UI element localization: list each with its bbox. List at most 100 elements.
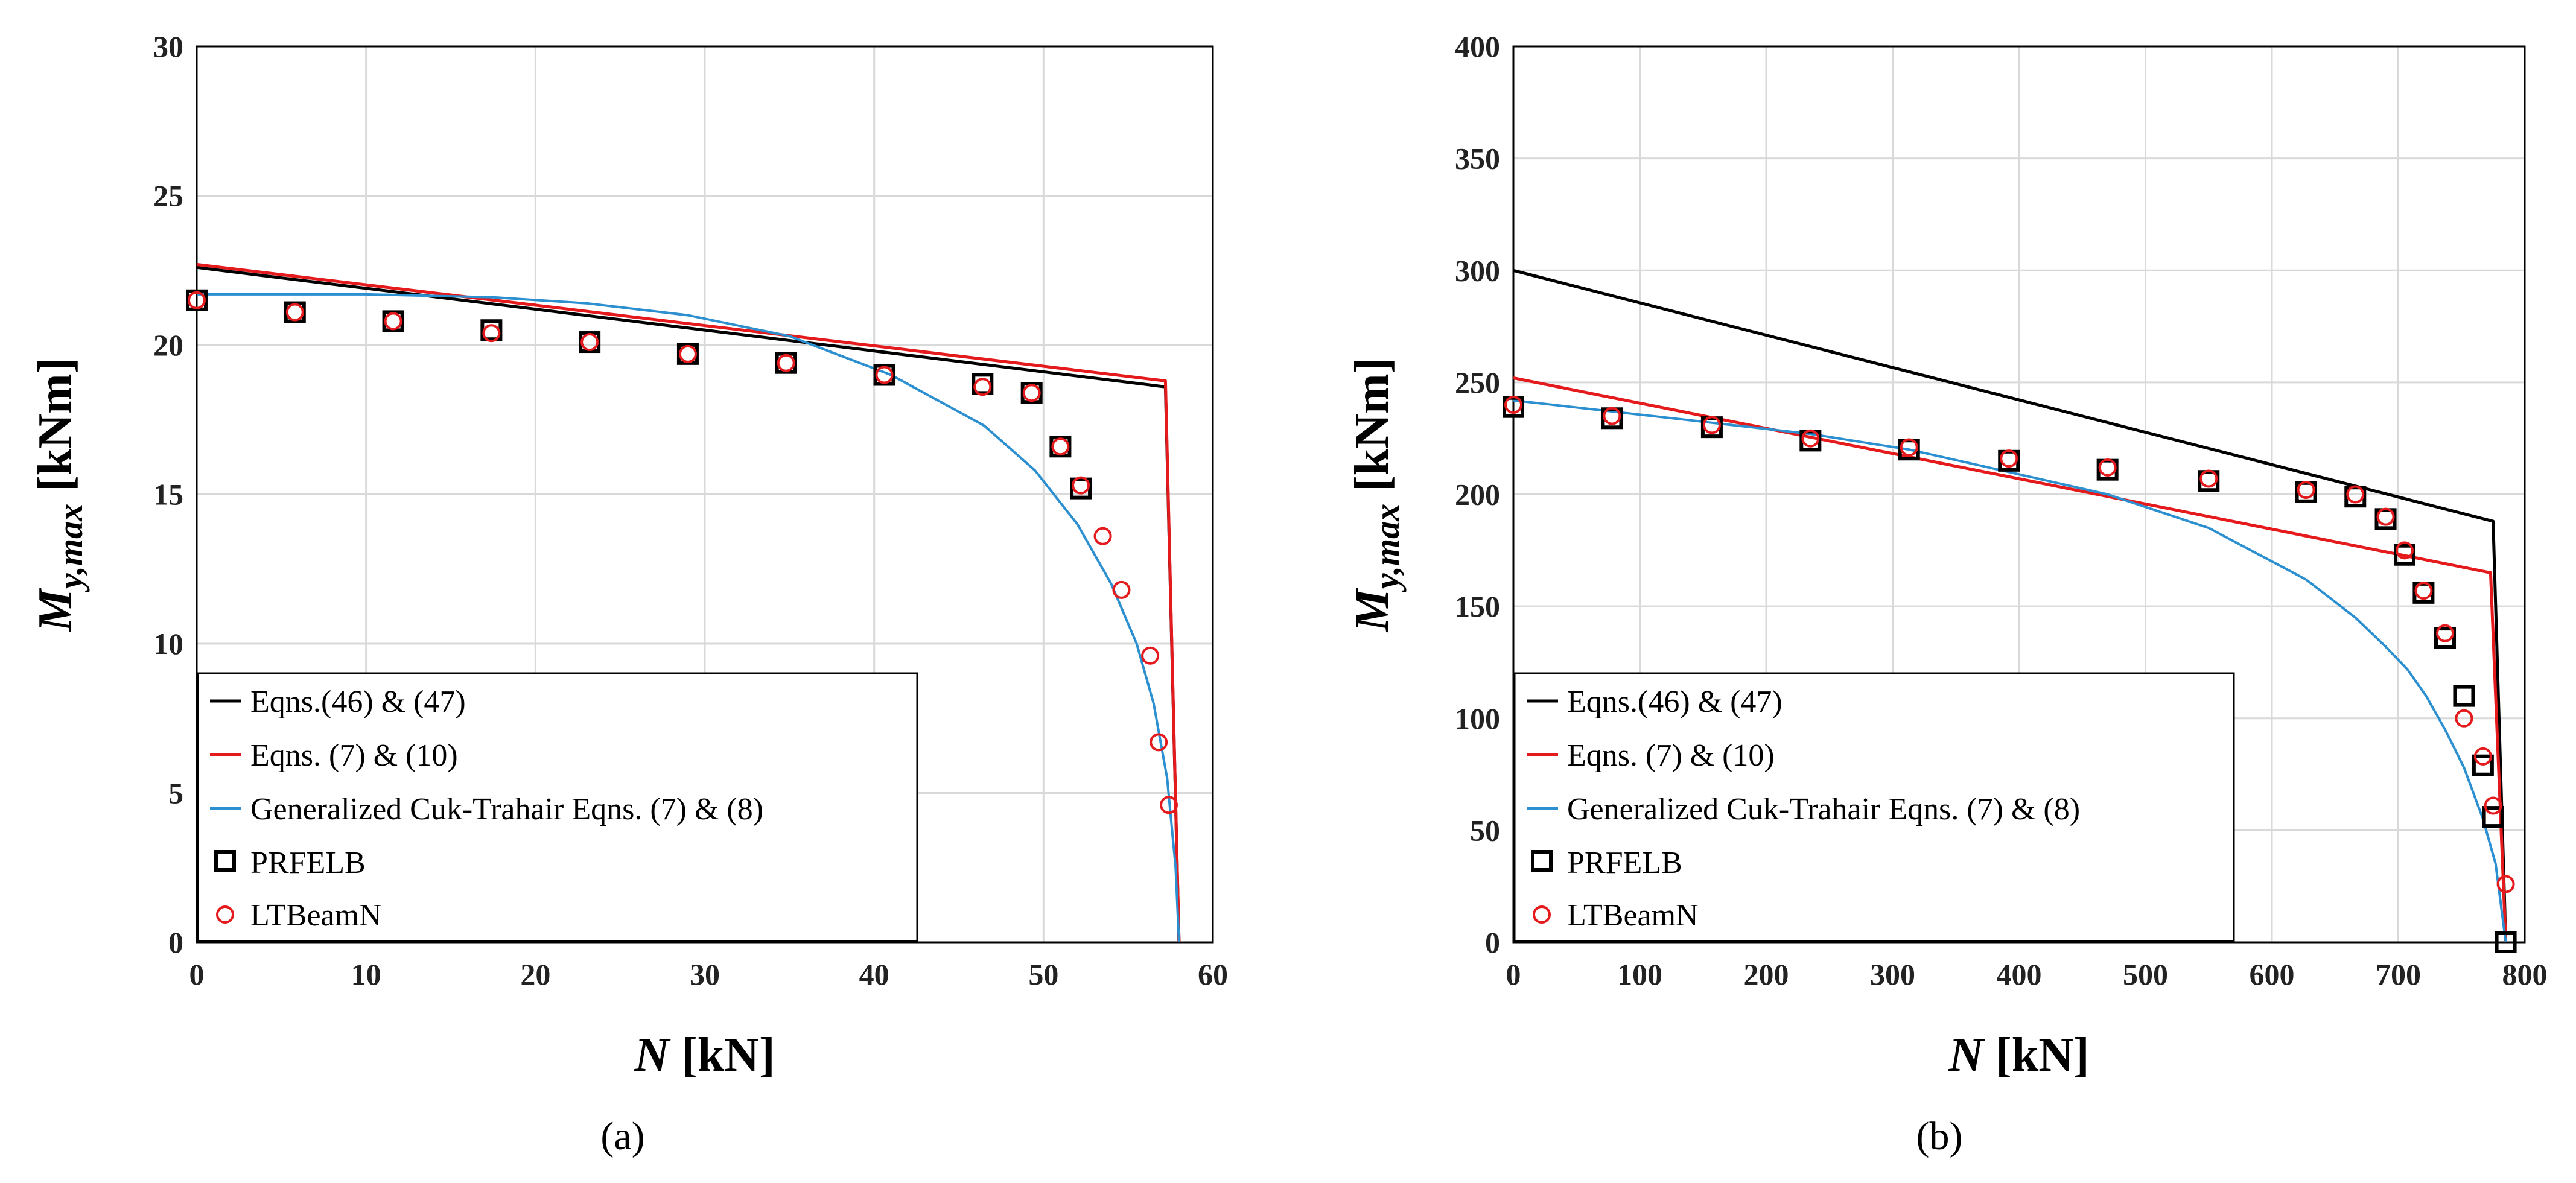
panel-b-y-tick-labels: 0 50 100 150 200 250 300 350 400 [1455, 30, 1500, 959]
panel-b-x-tick-label: 100 [1617, 957, 1662, 991]
panel-a-y-axis-subscript: y,max [51, 504, 90, 592]
panel-a-series-prfelb-square-marker [480, 319, 503, 341]
panel-b-series-ltbeamn-circle-marker [2297, 481, 2315, 500]
panel-b-series-ltbeamn-circle-marker [2473, 747, 2492, 766]
panel-b-x-axis-label: N [kN] [1948, 1029, 2089, 1082]
panel-a-legend-label: LTBeamN [250, 898, 382, 933]
panel-b-series-markers [1503, 396, 2517, 953]
panel-a-legend-label: Generalized Cuk-Trahair Eqns. (7) & (8) [250, 792, 763, 826]
panel-a-series-ltbeamn-circle-marker [875, 366, 894, 384]
panel-a-x-axis-label: N [kN] [634, 1029, 775, 1082]
panel-b-y-tick-label: 50 [1470, 813, 1500, 847]
panel-a-series-prfelb-square-marker [1070, 477, 1092, 500]
panel-a-legend: Eqns.(46) & (47) Eqns. (7) & (10) Genera… [197, 672, 918, 942]
panel-b-y-tick-label: 350 [1455, 142, 1500, 176]
panel-b-series-prfelb-square-marker [2472, 754, 2494, 776]
panel-b-x-tick-label: 800 [2502, 957, 2548, 991]
panel-b-series-ltbeamn-circle-marker [2199, 469, 2218, 488]
panel-a-x-tick-label: 20 [520, 957, 550, 991]
panel-a-y-tick-labels: 0 5 10 15 20 25 30 [153, 30, 183, 959]
panel-b-legend-label: PRFELB [1567, 846, 1682, 880]
panel-a-legend-swatch-square-marker [214, 850, 236, 872]
panel-a-series-ltbeamn-circle-marker [1093, 527, 1112, 545]
panel-b-y-axis-variable: M [1346, 587, 1399, 633]
panel-b-series-ltbeamn-circle-marker [2000, 449, 2018, 468]
panel-a-series-ltbeamn-circle-marker [384, 312, 402, 331]
panel-a-x-tick-label: 60 [1198, 957, 1228, 991]
panel-a-series-ltbeamn-circle-marker [973, 378, 992, 396]
panel-b-y-axis-subscript: y,max [1367, 504, 1407, 592]
panel-b-x-tick-label: 500 [2123, 957, 2168, 991]
panel-b-series-prfelb-square-marker [2453, 685, 2475, 707]
panel-b-x-tick-label: 700 [2376, 957, 2421, 991]
panel-b-y-axis-label: My,max [kNm] [1346, 358, 1407, 633]
panel-a-x-tick-label: 50 [1028, 957, 1058, 991]
panel-b-y-tick-label: 300 [1455, 253, 1500, 287]
panel-a-y-tick-label: 5 [168, 776, 183, 810]
panel-a-legend-label: Eqns.(46) & (47) [250, 685, 466, 719]
panel-b-series-ltbeamn-circle-marker [1900, 438, 1918, 457]
panel-a-series-ltbeamn-circle-marker [1051, 437, 1070, 456]
panel-a-series-ltbeamn-circle-marker [777, 354, 795, 372]
panel-b-legend-box [1513, 672, 2235, 942]
panel-b-series-ltbeamn-circle-marker [1801, 429, 1820, 448]
panel-a-series-ltbeamn-circle-marker [1072, 476, 1090, 495]
panel-b-series-prfelb-square-marker [2393, 544, 2415, 566]
panel-b-legend-label: Eqns.(46) & (47) [1567, 685, 1783, 719]
chart-panel-a: 0 10 20 30 40 50 60 0 5 10 15 20 25 30 Eqns.(46) & (… [29, 30, 1228, 1158]
panel-a-legend-label: Eqns. (7) & (10) [250, 738, 458, 773]
panel-b-legend-label: Generalized Cuk-Trahair Eqns. (7) & (8) [1567, 792, 2080, 826]
panel-a-x-axis-unit: [kN] [681, 1029, 775, 1082]
panel-a-y-axis-unit: [kNm] [29, 358, 82, 492]
panel-b-series-ltbeamn-circle-marker [1504, 396, 1522, 414]
panel-a-x-tick-label: 30 [690, 957, 720, 991]
panel-b-series-ltbeamn-circle-marker [1702, 416, 1721, 434]
panel-b-x-tick-label: 0 [1506, 957, 1521, 991]
panel-a-series-ltbeamn-circle-marker [1141, 646, 1160, 665]
panel-a-x-tick-label: 40 [859, 957, 889, 991]
panel-b-series-ltbeamn-circle-marker [2098, 458, 2117, 477]
panel-b-legend-label: LTBeamN [1567, 898, 1699, 933]
panel-a-series-ltbeamn-circle-marker [482, 324, 501, 343]
panel-a-series-lines [196, 262, 1181, 943]
panel-a-y-axis-variable: M [29, 587, 82, 633]
panel-b-x-tick-labels: 0 100 200 300 400 500 600 700 800 [1506, 957, 2548, 991]
panel-b-x-tick-label: 400 [1997, 957, 2042, 991]
panel-b-series-ltbeamn-circle-marker [2436, 624, 2455, 642]
panel-a-series-generalized-cuk-trahair-eqns-7-8-line [197, 293, 1180, 943]
panel-b-series-generalized-cuk-trahair-eqns-7-8-line [1513, 399, 2507, 943]
panel-b-series-ltbeamn-circle-marker [2414, 582, 2433, 600]
panel-b-series-ltbeamn-circle-marker [1603, 407, 1621, 425]
panel-a-x-tick-label: 0 [189, 957, 205, 991]
panel-a-y-tick-label: 15 [153, 478, 183, 512]
panel-b-y-axis-unit: [kNm] [1346, 358, 1399, 492]
panel-b-series-prfelb-square-marker [2495, 931, 2517, 953]
panel-b-x-axis-unit: [kN] [1996, 1029, 2090, 1082]
panel-a-x-tick-label: 10 [351, 957, 381, 991]
panel-a-legend-label: PRFELB [250, 846, 366, 880]
panel-b-y-tick-label: 150 [1455, 589, 1500, 623]
panel-b-legend-label: Eqns. (7) & (10) [1567, 738, 1775, 773]
panel-b-caption: (b) [1916, 1114, 1963, 1158]
panel-a-legend-box [197, 672, 918, 942]
panel-b-series-ltbeamn-circle-marker [2376, 507, 2395, 526]
panel-a-series-ltbeamn-circle-marker [1160, 796, 1178, 814]
panel-a-series-ltbeamn-circle-marker [580, 333, 599, 352]
panel-b-y-tick-label: 400 [1455, 30, 1500, 63]
panel-b-series-ltbeamn-circle-marker [2496, 875, 2515, 893]
panel-b-legend: Eqns.(46) & (47) Eqns. (7) & (10) Genera… [1513, 672, 2235, 942]
panel-a-series-ltbeamn-circle-marker [1022, 384, 1041, 402]
panel-b-series-prfelb-square-marker [2482, 806, 2504, 828]
panel-b-series-eqns-46-47-line [1513, 268, 2508, 943]
panel-a-y-tick-label: 25 [153, 179, 183, 213]
panel-b-series-ltbeamn-circle-marker [2395, 541, 2414, 560]
panel-a-series-markers [186, 289, 1178, 814]
panel-a-series-prfelb-square-marker [972, 373, 994, 395]
panel-b-x-tick-label: 300 [1870, 957, 1915, 991]
panel-a-plot-frame [196, 45, 1214, 944]
panel-a-y-tick-label: 10 [153, 627, 183, 661]
panel-b-legend-swatch-circle-marker [1533, 905, 1551, 924]
panel-b-series-prfelb-square-marker [2434, 627, 2457, 649]
panel-a-caption: (a) [600, 1114, 644, 1158]
